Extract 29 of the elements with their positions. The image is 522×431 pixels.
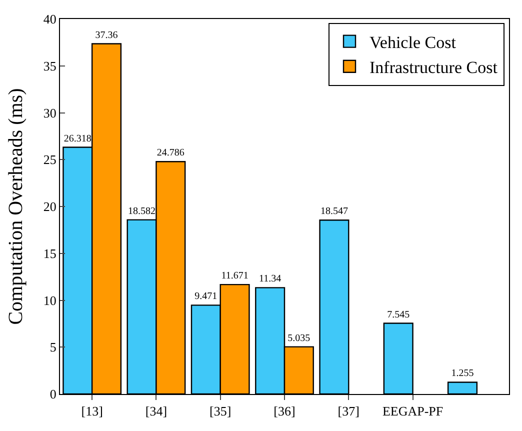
data-label: 37.36 xyxy=(95,30,118,41)
data-label: 11.671 xyxy=(221,270,248,282)
y-tick-label: 35 xyxy=(43,58,56,74)
legend-label: Infrastructure Cost xyxy=(370,58,498,78)
data-label: 18.582 xyxy=(128,206,156,217)
data-label: 1.255 xyxy=(451,368,474,380)
y-tick-label: 10 xyxy=(43,292,56,308)
data-label: 11.34 xyxy=(259,274,282,285)
y-tick-label: 40 xyxy=(43,12,56,27)
y-axis-title: Computation Overheads (ms) xyxy=(4,88,27,325)
data-label: 26.318 xyxy=(64,133,92,144)
x-tick-label: EEGAP-PF xyxy=(382,404,444,419)
data-label: 18.547 xyxy=(320,206,348,218)
data-label: 24.786 xyxy=(156,148,184,159)
y-tick-label: 0 xyxy=(50,386,56,402)
x-tick-label: [37] xyxy=(338,404,360,419)
data-label: 5.035 xyxy=(288,332,310,344)
x-tick-label: [35] xyxy=(210,404,232,419)
data-label: 9.471 xyxy=(194,291,218,302)
x-tick-label: [13] xyxy=(81,404,103,419)
y-tick-label: 5 xyxy=(50,340,56,355)
legend-label: Vehicle Cost xyxy=(370,32,456,52)
x-tick-label: [36] xyxy=(274,404,296,419)
y-tick-label: 25 xyxy=(43,152,56,168)
y-tick-label: 30 xyxy=(43,105,56,120)
y-tick-label: 20 xyxy=(43,199,56,214)
y-tick-label: 15 xyxy=(43,246,56,261)
data-label: 7.545 xyxy=(387,309,410,320)
x-tick-label: [34] xyxy=(145,404,168,419)
